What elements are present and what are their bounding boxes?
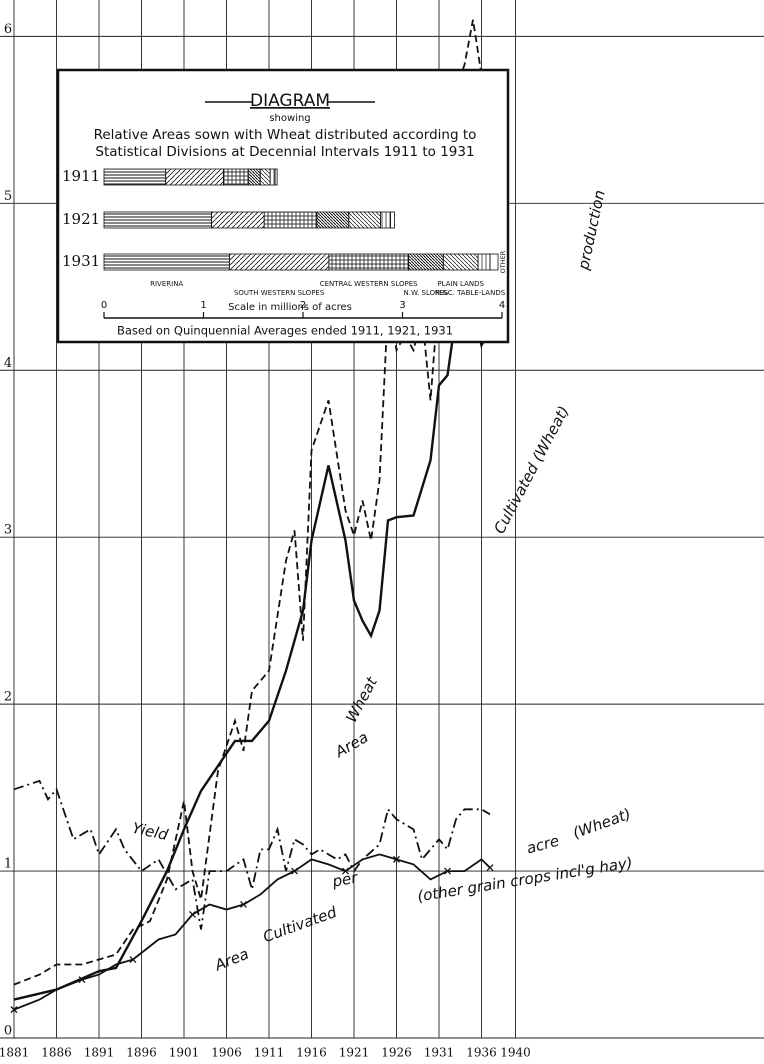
annotation: per (330, 868, 359, 890)
x-tick-label: 1921 (339, 1046, 370, 1060)
point-marker (129, 956, 137, 963)
bar-segment (247, 168, 261, 186)
annotation: Wheat (342, 673, 381, 725)
y-tick-label: 5 (4, 189, 12, 204)
bar-segment (477, 253, 491, 271)
y-tick-label: 6 (4, 22, 12, 37)
data-line (13, 853, 491, 1011)
segment-name: CENTRAL WESTERN SLOPES (320, 280, 418, 288)
scale-tick-label: 1 (200, 300, 206, 311)
bar-segment (103, 168, 167, 186)
inset-frame (56, 68, 510, 344)
x-tick-label: 1926 (381, 1046, 412, 1060)
bar-segment (442, 253, 479, 271)
bar-segment (259, 168, 271, 186)
y-tick-label: 2 (4, 690, 12, 705)
y-tick-label: 1 (4, 857, 12, 872)
point-marker (10, 1006, 18, 1014)
bar-segment (328, 253, 409, 271)
x-tick-label: 1911 (254, 1046, 285, 1060)
annotation: (Wheat) (570, 805, 633, 843)
point-marker (342, 867, 349, 875)
annotation: acre (525, 832, 561, 858)
y-tick-label: 4 (4, 356, 12, 371)
x-tick-label: 1901 (169, 1046, 200, 1060)
segment-name: RIVERINA (150, 280, 183, 288)
bar-segment (408, 253, 444, 271)
bar-segment (103, 253, 230, 271)
bar-segment (380, 211, 391, 229)
segment-name: N.&C. TABLE-LANDS (435, 289, 506, 297)
segment-name: OTHER (499, 250, 507, 273)
x-tick-label: 1896 (126, 1046, 157, 1060)
scale-tick-label: 4 (499, 300, 505, 311)
segment-name: N.W. SLOPES (404, 289, 449, 297)
x-tick-label: 1906 (211, 1046, 242, 1060)
row-label: 1911 (62, 167, 100, 185)
annotation: Cultivated (261, 903, 340, 946)
scale-tick-label: 0 (101, 300, 107, 311)
data-line (13, 298, 492, 1001)
inset-description: Relative Areas sown with Wheat distribut… (94, 127, 477, 143)
y-tick-label: 0 (4, 1024, 12, 1039)
bar-segment (211, 211, 265, 229)
bar-segment (263, 211, 318, 229)
point-marker (393, 855, 400, 863)
bar-segment (489, 253, 499, 271)
x-tick-label: 1940 (500, 1046, 531, 1060)
scale-tick-label: 2 (300, 300, 306, 311)
inset-diagram: DIAGRAM showing Relative Areas sown with… (56, 68, 510, 344)
annotation: (other grain crops incl'g hay) (416, 854, 634, 906)
inset-note: Based on Quinquennial Averages ended 191… (117, 324, 453, 338)
bar-segment (316, 211, 350, 229)
annotation: Cultivated (Wheat) (490, 403, 573, 537)
data-line (13, 19, 490, 986)
bar-segment (390, 211, 395, 229)
y-tick-label: 3 (4, 523, 12, 538)
inset-title: DIAGRAM (250, 91, 330, 111)
inset-subtitle: showing (269, 113, 310, 124)
bar-segment (222, 168, 249, 186)
bar-segment (103, 211, 212, 229)
x-tick-label: 1881 (0, 1046, 29, 1060)
row-label: 1921 (62, 210, 100, 228)
annotation: production (574, 188, 609, 272)
bar-segment (348, 211, 382, 229)
x-tick-label: 1936 (466, 1046, 497, 1060)
bar-segment (269, 168, 276, 186)
point-marker (444, 867, 451, 875)
data-line (13, 779, 491, 930)
point-marker (189, 911, 196, 918)
inset-axis-label: Scale in millions of acres (228, 302, 352, 313)
x-tick-label: 1916 (296, 1046, 327, 1060)
bar-segment (274, 168, 278, 186)
point-marker (486, 864, 494, 872)
x-tick-label: 1891 (84, 1046, 115, 1060)
row-label: 1931 (62, 252, 100, 270)
inset-description: Statistical Divisions at Decennial Inter… (95, 144, 474, 160)
annotation: Area (331, 728, 371, 762)
bar-segment (165, 168, 224, 186)
x-tick-label: 1931 (424, 1046, 455, 1060)
x-tick-label: 1886 (41, 1046, 72, 1060)
segment-name: PLAIN LANDS (437, 280, 484, 288)
bar-segment (228, 253, 330, 271)
point-marker (240, 900, 247, 908)
segment-name: SOUTH WESTERN SLOPES (234, 289, 325, 297)
point-marker (78, 976, 86, 984)
annotation: Area (211, 945, 251, 975)
scale-tick-label: 3 (399, 300, 405, 311)
annotation: Yield (131, 819, 170, 844)
point-marker (291, 867, 298, 875)
